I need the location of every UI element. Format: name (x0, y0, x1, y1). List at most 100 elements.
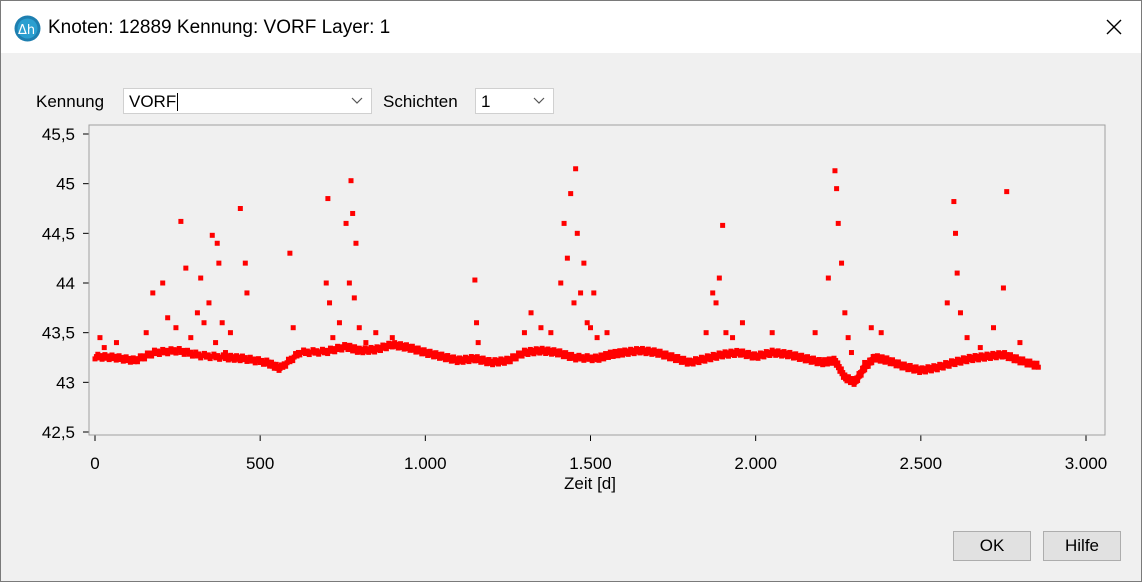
x-tick-label: 2.500 (900, 454, 943, 473)
data-point (829, 360, 835, 366)
data-point (101, 345, 107, 351)
data-point (290, 358, 296, 364)
data-point (283, 363, 289, 369)
data-point (323, 280, 329, 286)
data-point (161, 350, 167, 356)
data-point (330, 346, 336, 352)
data-point (862, 367, 868, 373)
data-point (713, 300, 719, 306)
data-point (842, 310, 848, 316)
data-point (720, 222, 726, 228)
data-point (957, 310, 963, 316)
data-point (259, 357, 265, 363)
data-point (165, 315, 171, 321)
data-point (150, 290, 156, 296)
help-button[interactable]: Hilfe (1043, 531, 1121, 561)
plot-area-border (88, 124, 1106, 436)
data-point (581, 260, 587, 266)
data-point (319, 346, 325, 352)
data-point (531, 351, 537, 357)
chevron-down-icon[interactable] (533, 97, 545, 105)
kennung-combobox[interactable]: VORF (123, 88, 372, 114)
data-point (1030, 360, 1036, 366)
data-point (495, 361, 501, 367)
data-point (327, 345, 333, 351)
data-point (132, 359, 138, 365)
data-point (214, 240, 220, 246)
data-point (350, 210, 356, 216)
data-point (294, 353, 300, 359)
data-point (1035, 364, 1041, 370)
data-point (596, 357, 602, 363)
data-point (346, 280, 352, 286)
data-point (144, 350, 150, 356)
data-point (951, 199, 957, 205)
data-point (730, 335, 736, 341)
data-point (755, 355, 761, 361)
data-point (156, 351, 162, 357)
data-point (525, 351, 531, 357)
data-point (769, 330, 775, 336)
data-point (256, 356, 262, 362)
text-cursor (177, 93, 178, 111)
data-point (193, 349, 199, 355)
data-point (327, 300, 333, 306)
data-point (507, 359, 513, 365)
data-point (561, 220, 567, 226)
x-tick-label: 2.000 (734, 454, 777, 473)
data-point (196, 351, 202, 357)
data-point (163, 347, 169, 353)
schichten-combobox[interactable]: 1 (475, 88, 554, 114)
data-point (710, 290, 716, 296)
data-point (528, 310, 534, 316)
schichten-value: 1 (481, 92, 491, 111)
data-point (944, 300, 950, 306)
data-point (184, 347, 190, 353)
data-point (188, 349, 194, 355)
data-point (143, 330, 149, 336)
data-point (363, 340, 369, 346)
x-tick-label: 500 (246, 454, 274, 473)
data-point (337, 344, 343, 350)
x-tick-label: 1.500 (569, 454, 612, 473)
data-point (631, 351, 637, 357)
svg-text:Δh: Δh (18, 23, 35, 38)
x-tick-label: 3.000 (1065, 454, 1108, 473)
data-point (834, 186, 840, 192)
data-point (206, 300, 212, 306)
time-series-chart: 0 500 1.000 1.500 2.000 2.500 3.000 42,5 43 43,5… (42, 124, 1108, 493)
data-point (194, 310, 200, 316)
data-point (1017, 340, 1023, 346)
data-point (1020, 356, 1026, 362)
data-point (564, 255, 570, 261)
data-point (571, 353, 577, 359)
ok-button[interactable]: OK (953, 531, 1031, 561)
data-point (845, 335, 851, 341)
data-point (584, 320, 590, 326)
data-point (109, 352, 115, 358)
data-point (588, 354, 593, 360)
kennung-value[interactable]: VORF (129, 92, 177, 111)
data-point (716, 275, 722, 281)
x-tick-label: 0 (90, 454, 99, 473)
window-title: Knoten: 12889 Kennung: VORF Layer: 1 (48, 17, 391, 38)
data-point (287, 250, 293, 256)
data-point (690, 361, 696, 367)
close-button[interactable] (1087, 1, 1141, 53)
data-point (112, 353, 118, 359)
data-point (977, 345, 983, 351)
close-icon (1106, 19, 1122, 35)
chevron-down-icon[interactable] (351, 97, 363, 105)
data-point (839, 260, 845, 266)
data-point (343, 220, 349, 226)
data-point (824, 361, 830, 367)
data-point (720, 354, 726, 360)
data-point (964, 335, 970, 341)
data-point (574, 230, 580, 236)
data-point (216, 260, 222, 266)
data-point (373, 330, 379, 336)
data-point (211, 351, 217, 357)
data-point (519, 353, 525, 359)
data-point (731, 352, 737, 358)
data-point (291, 354, 297, 360)
